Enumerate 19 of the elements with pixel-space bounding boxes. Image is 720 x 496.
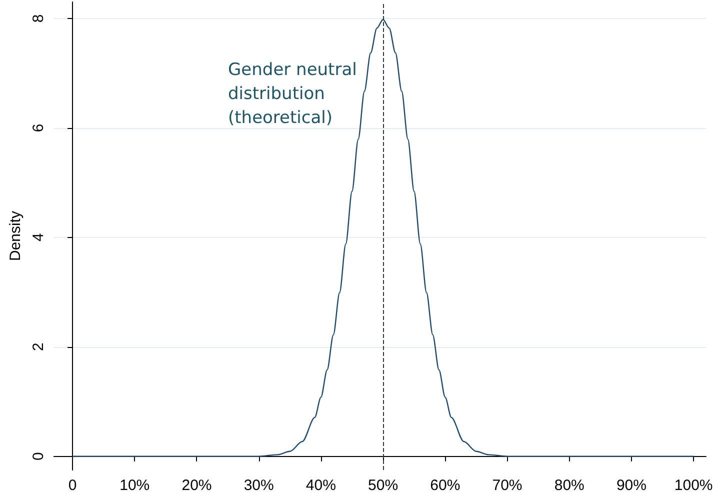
line-series [72, 18, 694, 457]
x-tick-label: 100% [674, 477, 713, 494]
x-tick-label: 10% [120, 477, 150, 494]
x-tick-label: 50% [368, 477, 398, 494]
x-tick-label: 60% [430, 477, 460, 494]
x-tick-label: 80% [554, 477, 584, 494]
y-tick-label: 2 [30, 342, 47, 352]
annotation: Gender neutral distribution (theoretical) [228, 60, 357, 128]
y-tick-label: 6 [30, 124, 47, 132]
x-tick-label: 20% [182, 477, 212, 494]
y-tick-label: 0 [30, 452, 47, 460]
y-tick-label: 8 [30, 14, 47, 23]
y-tick-label: 4 [30, 233, 47, 242]
x-tick-label: 90% [616, 477, 646, 494]
y-axis-title: Density [7, 210, 24, 262]
x-tick-label: 30% [244, 477, 274, 494]
x-tick-label: 70% [492, 477, 522, 494]
x-tick-label: 0 [68, 477, 77, 494]
x-tick-label: 40% [306, 477, 336, 494]
